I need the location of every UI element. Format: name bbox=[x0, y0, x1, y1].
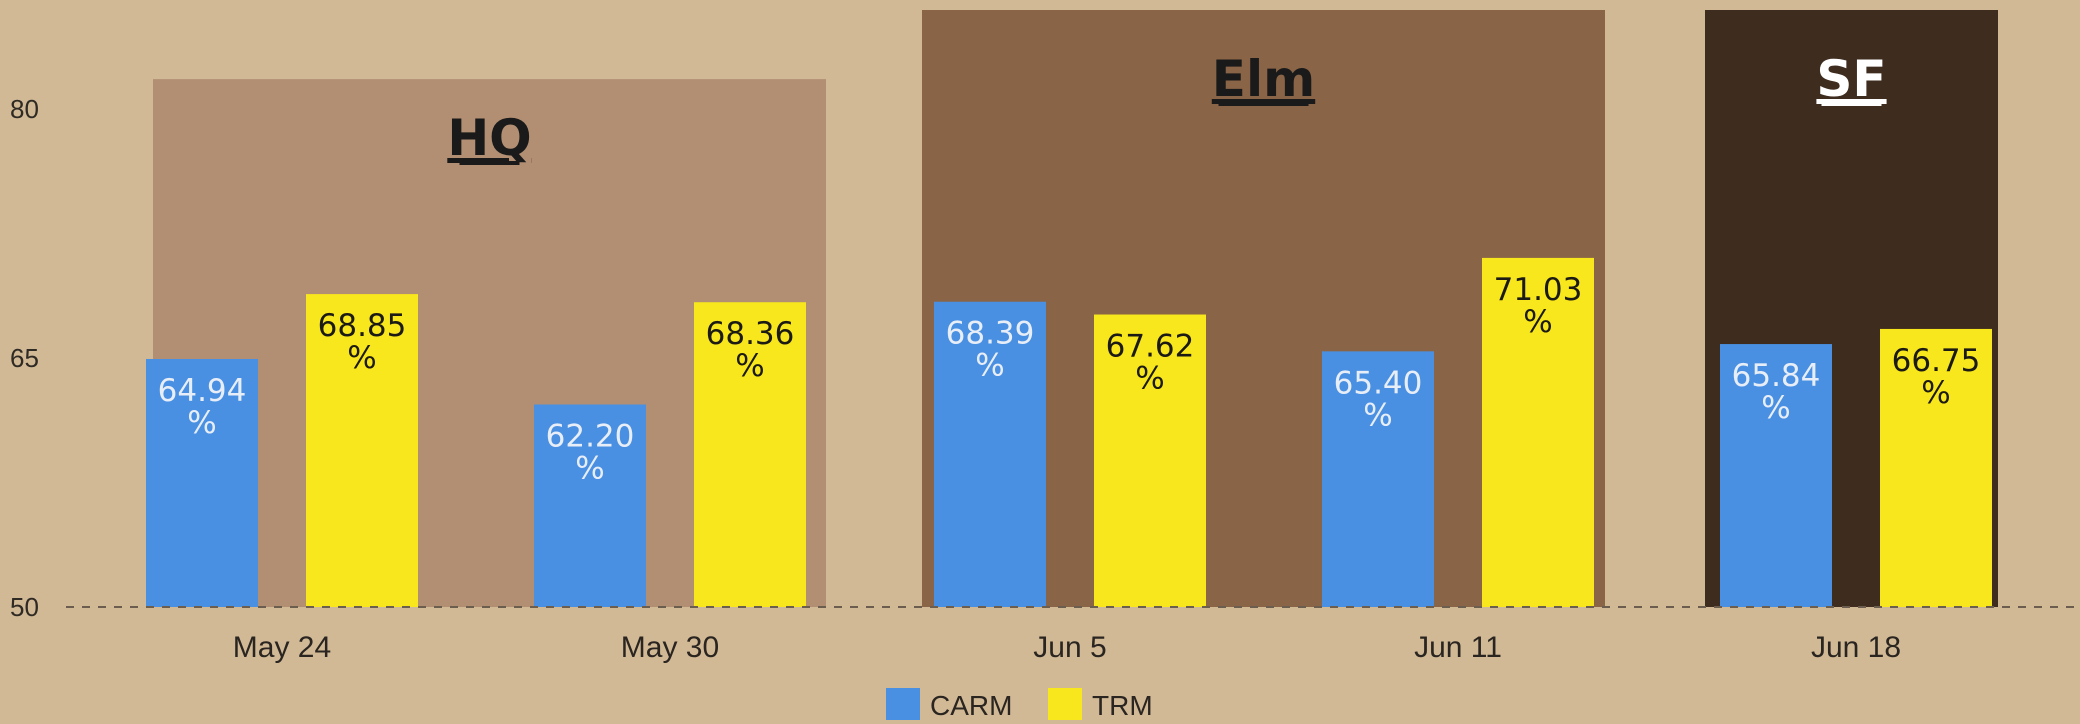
region-title-sf: SF bbox=[1816, 50, 1886, 108]
x-tick-label: May 30 bbox=[621, 631, 719, 664]
bar-carm-jun-5 bbox=[934, 301, 1046, 607]
x-tick-label: Jun 5 bbox=[1033, 631, 1106, 664]
bar-trm-may-24 bbox=[306, 294, 418, 607]
region-title-elm: Elm bbox=[1212, 50, 1315, 108]
bar-carm-may-30 bbox=[534, 404, 646, 607]
bar-trm-jun-11 bbox=[1482, 257, 1594, 607]
data-label-unit: % bbox=[347, 340, 376, 376]
data-label: 65.40 bbox=[1334, 365, 1423, 401]
data-label: 68.39 bbox=[946, 316, 1035, 352]
x-tick-label: Jun 11 bbox=[1414, 631, 1502, 664]
region-title-hq: HQ bbox=[447, 109, 531, 167]
y-tick-label: 50 bbox=[10, 592, 39, 622]
data-label-unit: % bbox=[1363, 397, 1392, 433]
bar-carm-jun-11 bbox=[1322, 351, 1434, 607]
data-label: 68.36 bbox=[706, 316, 795, 352]
bar-trm-may-30 bbox=[694, 302, 806, 607]
legend: CARM TRM bbox=[886, 688, 1153, 721]
data-label-unit: % bbox=[1921, 375, 1950, 411]
bar-trm-jun-5 bbox=[1094, 314, 1206, 607]
bars: 64.94%68.85%62.20%68.36%68.39%67.62% 65.4… bbox=[146, 257, 1992, 607]
x-axis: May 24 May 30 Jun 5 Jun 11 Jun 18 bbox=[66, 606, 2074, 664]
legend-swatch-carm bbox=[886, 688, 920, 720]
data-label-unit: % bbox=[575, 450, 604, 486]
legend-label-trm: TRM bbox=[1092, 690, 1153, 721]
data-label-unit: % bbox=[735, 348, 764, 384]
data-label: 62.20 bbox=[546, 418, 635, 454]
legend-swatch-trm bbox=[1048, 688, 1082, 720]
bar-carm-jun-18 bbox=[1720, 344, 1832, 607]
data-label-unit: % bbox=[1761, 390, 1790, 426]
data-label: 65.84 bbox=[1732, 358, 1821, 394]
legend-label-carm: CARM bbox=[930, 690, 1012, 721]
y-tick-label: 65 bbox=[10, 343, 39, 373]
y-axis: 50 65 80 bbox=[10, 94, 39, 622]
data-label: 64.94 bbox=[158, 373, 247, 409]
x-tick-label: May 24 bbox=[233, 631, 331, 664]
bar-carm-may-24 bbox=[146, 358, 258, 607]
data-label-unit: % bbox=[975, 348, 1004, 384]
bar-trm-jun-18 bbox=[1880, 328, 1992, 607]
data-label-unit: % bbox=[187, 405, 216, 441]
data-label: 67.62 bbox=[1106, 329, 1195, 365]
data-label: 66.75 bbox=[1892, 343, 1981, 379]
data-label-unit: % bbox=[1523, 304, 1552, 340]
data-label: 71.03 bbox=[1494, 272, 1583, 308]
x-tick-label: Jun 18 bbox=[1811, 631, 1901, 664]
data-label-unit: % bbox=[1135, 361, 1164, 397]
data-label: 68.85 bbox=[318, 308, 407, 344]
y-tick-label: 80 bbox=[10, 94, 39, 124]
